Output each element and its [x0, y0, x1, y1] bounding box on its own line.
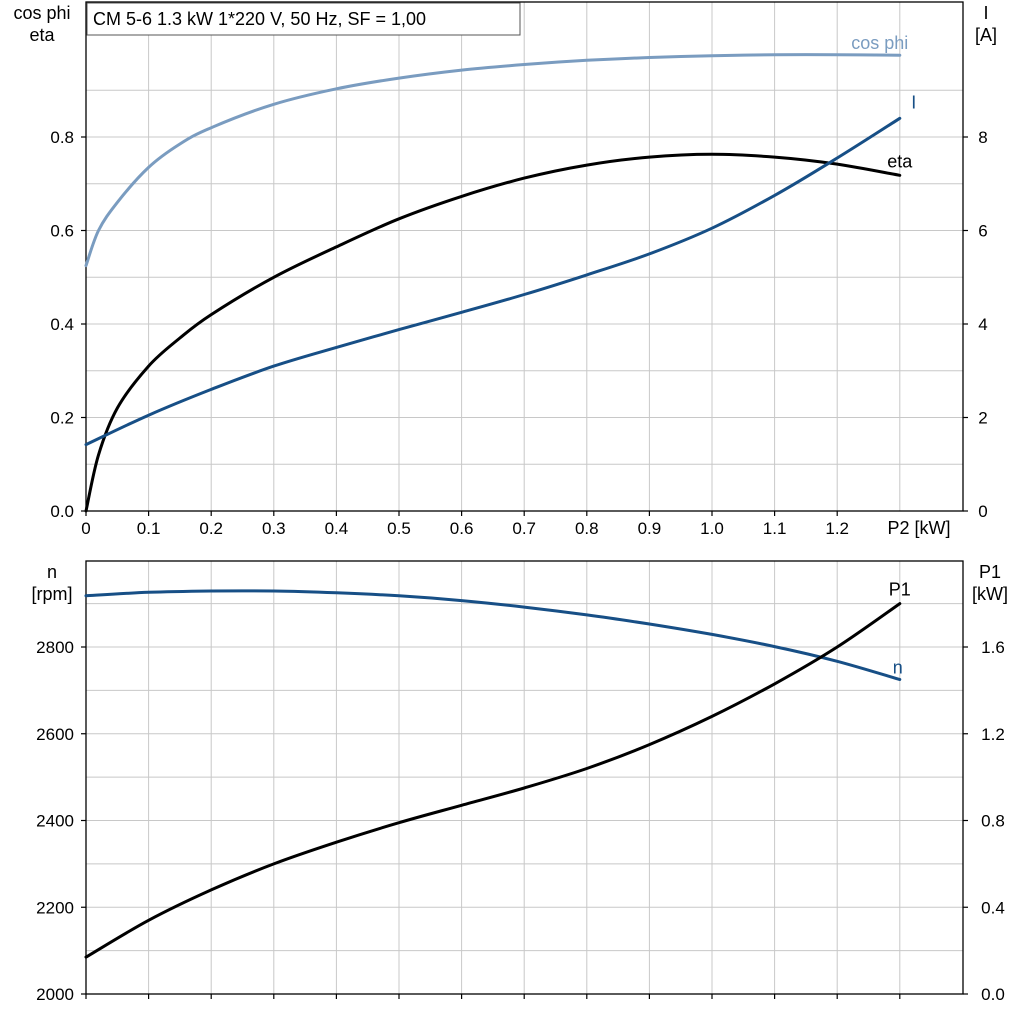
y-left-tick-label: 0.0	[50, 502, 74, 521]
top-series-group: cos phi eta I	[84, 33, 916, 513]
y-left-label-line2-bottom: [rpm]	[31, 584, 72, 604]
bottom-series-group: n P1	[84, 580, 911, 959]
bottom-series-line-n	[84, 589, 902, 681]
y-right-label-line2-top: [A]	[975, 25, 997, 45]
top-series-line-eta	[84, 152, 902, 513]
x-tick-label: 0.8	[575, 519, 599, 538]
bottom-grid	[86, 561, 963, 994]
x-tick-label: 0.3	[262, 519, 286, 538]
bottom-y-right-tick-label: 1.2	[981, 725, 1005, 744]
bottom-ticks: 2000 2200 2400 2600 2800 0.0 0.4 0.8 1.2 1.6	[36, 638, 1005, 1004]
top-grid	[86, 2, 963, 511]
chart-title-box: CM 5-6 1.3 kW 1*220 V, 50 Hz, SF = 1,00	[86, 2, 521, 36]
bottom-y-right-tick-label: 0.8	[981, 812, 1005, 831]
x-tick-label: 0.4	[325, 519, 349, 538]
bottom-y-right-tick-label: 0.4	[981, 898, 1005, 917]
x-tick-label: 0.1	[137, 519, 161, 538]
x-tick-label: 0	[81, 519, 90, 538]
top-series-line-cos-phi	[84, 53, 902, 268]
y-right-label-line1-bottom: P1	[979, 562, 1001, 582]
x-tick-label: 0.9	[638, 519, 662, 538]
y-left-label-line1-top: cos phi	[13, 3, 70, 23]
x-tick-label: 0.6	[450, 519, 474, 538]
x-axis-label: P2 [kW]	[887, 518, 950, 538]
chart-title: CM 5-6 1.3 kW 1*220 V, 50 Hz, SF = 1,00	[93, 9, 426, 29]
top-ticks: 0 0.1 0.2 0.3 0.4 0.5 0.6 0.7 0.8 0.9 1.0 1.1 1.2 0.0…	[50, 128, 987, 538]
bottom-y-left-tick-label: 2000	[36, 985, 74, 1004]
bottom-series-line-p1	[84, 602, 902, 959]
title-background	[86, 2, 521, 36]
y-left-tick-label: 0.8	[50, 128, 74, 147]
bottom-y-left-tick-label: 2600	[36, 725, 74, 744]
bottom-y-right-tick-label: 1.6	[981, 638, 1005, 657]
y-right-tick-label: 4	[978, 315, 987, 334]
y-left-label-line1-bottom: n	[47, 562, 57, 582]
top-series-label-i: I	[911, 92, 916, 112]
y-right-tick-label: 0	[978, 502, 987, 521]
y-left-label-line2-top: eta	[29, 25, 55, 45]
x-tick-label: 0.7	[512, 519, 536, 538]
bottom-series-label-n: n	[893, 658, 903, 678]
y-right-tick-label: 2	[978, 409, 987, 428]
bottom-y-left-tick-label: 2800	[36, 638, 74, 657]
top-series-label-cos-phi: cos phi	[851, 33, 908, 53]
x-tick-label: 1.1	[763, 519, 787, 538]
y-right-tick-label: 6	[978, 222, 987, 241]
top-series-label-eta: eta	[887, 151, 913, 171]
bottom-y-left-tick-label: 2200	[36, 898, 74, 917]
top-series-line-i	[84, 116, 902, 447]
y-right-label-line2-bottom: [kW]	[972, 584, 1008, 604]
x-tick-label: 1.0	[700, 519, 724, 538]
y-right-label-line1-top: I	[983, 3, 988, 23]
y-right-tick-label: 8	[978, 128, 987, 147]
y-left-tick-label: 0.6	[50, 222, 74, 241]
x-tick-label: 1.2	[825, 519, 849, 538]
bottom-series-label-p1: P1	[889, 580, 911, 600]
top-chart-panel: 0 0.1 0.2 0.3 0.4 0.5 0.6 0.7 0.8 0.9 1.0 1.1 1.2 0.0…	[13, 1, 997, 538]
bottom-y-left-tick-label: 2400	[36, 812, 74, 831]
x-tick-label: 0.2	[199, 519, 223, 538]
x-tick-label: 0.5	[387, 519, 411, 538]
y-left-tick-label: 0.2	[50, 409, 74, 428]
bottom-y-right-tick-label: 0.0	[981, 985, 1005, 1004]
y-left-tick-label: 0.4	[50, 315, 74, 334]
